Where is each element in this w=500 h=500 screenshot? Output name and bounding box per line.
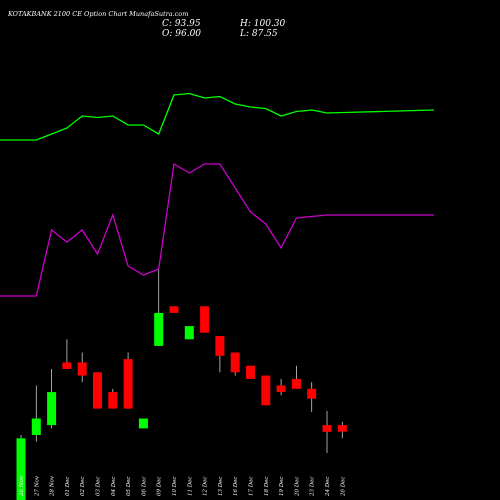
candle <box>261 375 271 406</box>
candle-body <box>200 306 210 333</box>
x-tick-label: 19 Dec <box>279 477 285 497</box>
x-tick-label: 24 Dec <box>325 477 331 498</box>
x-tick-label: 05 Dec <box>126 477 132 497</box>
x-tick-label: 27 Nov <box>34 475 40 497</box>
candle <box>47 369 57 429</box>
high-value: H: 100.30 <box>240 19 286 29</box>
candle-body <box>77 362 87 376</box>
candle-body <box>184 326 194 340</box>
candle <box>169 306 179 313</box>
candle <box>322 410 332 453</box>
candle <box>230 352 240 376</box>
candle <box>215 336 225 373</box>
candle <box>62 339 72 369</box>
x-tick-label: 23 Dec <box>310 477 316 498</box>
candle-body <box>322 425 332 432</box>
open-value: O: 96.00 <box>162 29 202 39</box>
candle <box>77 352 87 383</box>
indicator-line-2 <box>0 162 434 297</box>
x-tick-label: 09 Dec <box>157 477 163 497</box>
candle <box>154 270 164 346</box>
candle-body <box>169 306 179 313</box>
candle-body <box>108 392 118 409</box>
close-value: C: 93.95 <box>162 19 201 29</box>
candle-body <box>154 312 164 346</box>
x-tick-label: 13 Dec <box>218 477 224 497</box>
candle <box>276 378 286 396</box>
x-tick-label: 02 Dec <box>80 477 86 497</box>
chart-title: KOTAKBANK 2100 CE Option Chart MunafaSut… <box>8 10 189 18</box>
candle <box>138 418 148 429</box>
x-axis-labels: 26 Nov 27 Nov 28 Nov 01 Dec 02 Dec 03 Dec 04 D… <box>19 475 346 497</box>
x-tick-label: 16 Dec <box>233 477 239 497</box>
candle-body <box>123 359 133 409</box>
candle <box>108 388 118 409</box>
x-tick-label: 11 Dec <box>187 477 193 497</box>
x-tick-label: 18 Dec <box>264 477 270 497</box>
candle <box>184 326 194 340</box>
candle <box>291 365 301 389</box>
candle <box>337 421 347 439</box>
x-tick-label: 17 Dec <box>249 477 255 497</box>
candle-body <box>16 438 26 500</box>
x-tick-label: 12 Dec <box>203 477 209 497</box>
x-tick-label: 06 Dec <box>141 477 147 497</box>
candle-body <box>291 378 301 389</box>
candle-body <box>47 392 57 426</box>
candle-body <box>230 352 240 373</box>
candle-body <box>31 418 41 435</box>
candle-body <box>215 336 225 356</box>
candle <box>31 385 41 442</box>
candle <box>93 372 102 409</box>
candles <box>16 270 347 500</box>
candle <box>307 382 317 412</box>
candle-body <box>62 362 72 369</box>
x-tick-label: 04 Dec <box>111 477 117 497</box>
candle-body <box>307 388 317 399</box>
candle-body <box>246 365 255 379</box>
candle <box>246 365 255 379</box>
candle-body <box>337 425 347 432</box>
candle <box>123 352 133 409</box>
x-tick-label: 10 Dec <box>172 477 178 497</box>
x-tick-label: 01 Dec <box>65 477 71 497</box>
candle-body <box>138 418 148 429</box>
candle-body <box>276 385 286 393</box>
candle <box>16 435 26 500</box>
x-tick-label: 26 Dec <box>340 477 346 498</box>
indicator-lines <box>0 92 435 297</box>
candle-body <box>93 372 102 409</box>
indicator-line-1 <box>0 92 435 141</box>
x-tick-label: 26 Nov <box>19 475 25 497</box>
x-tick-label: 03 Dec <box>96 477 102 497</box>
x-tick-label: 28 Nov <box>50 475 56 497</box>
candle-body <box>261 375 271 406</box>
candle <box>200 306 210 333</box>
low-value: L: 87.55 <box>240 29 278 39</box>
x-tick-label: 20 Dec <box>294 477 300 498</box>
